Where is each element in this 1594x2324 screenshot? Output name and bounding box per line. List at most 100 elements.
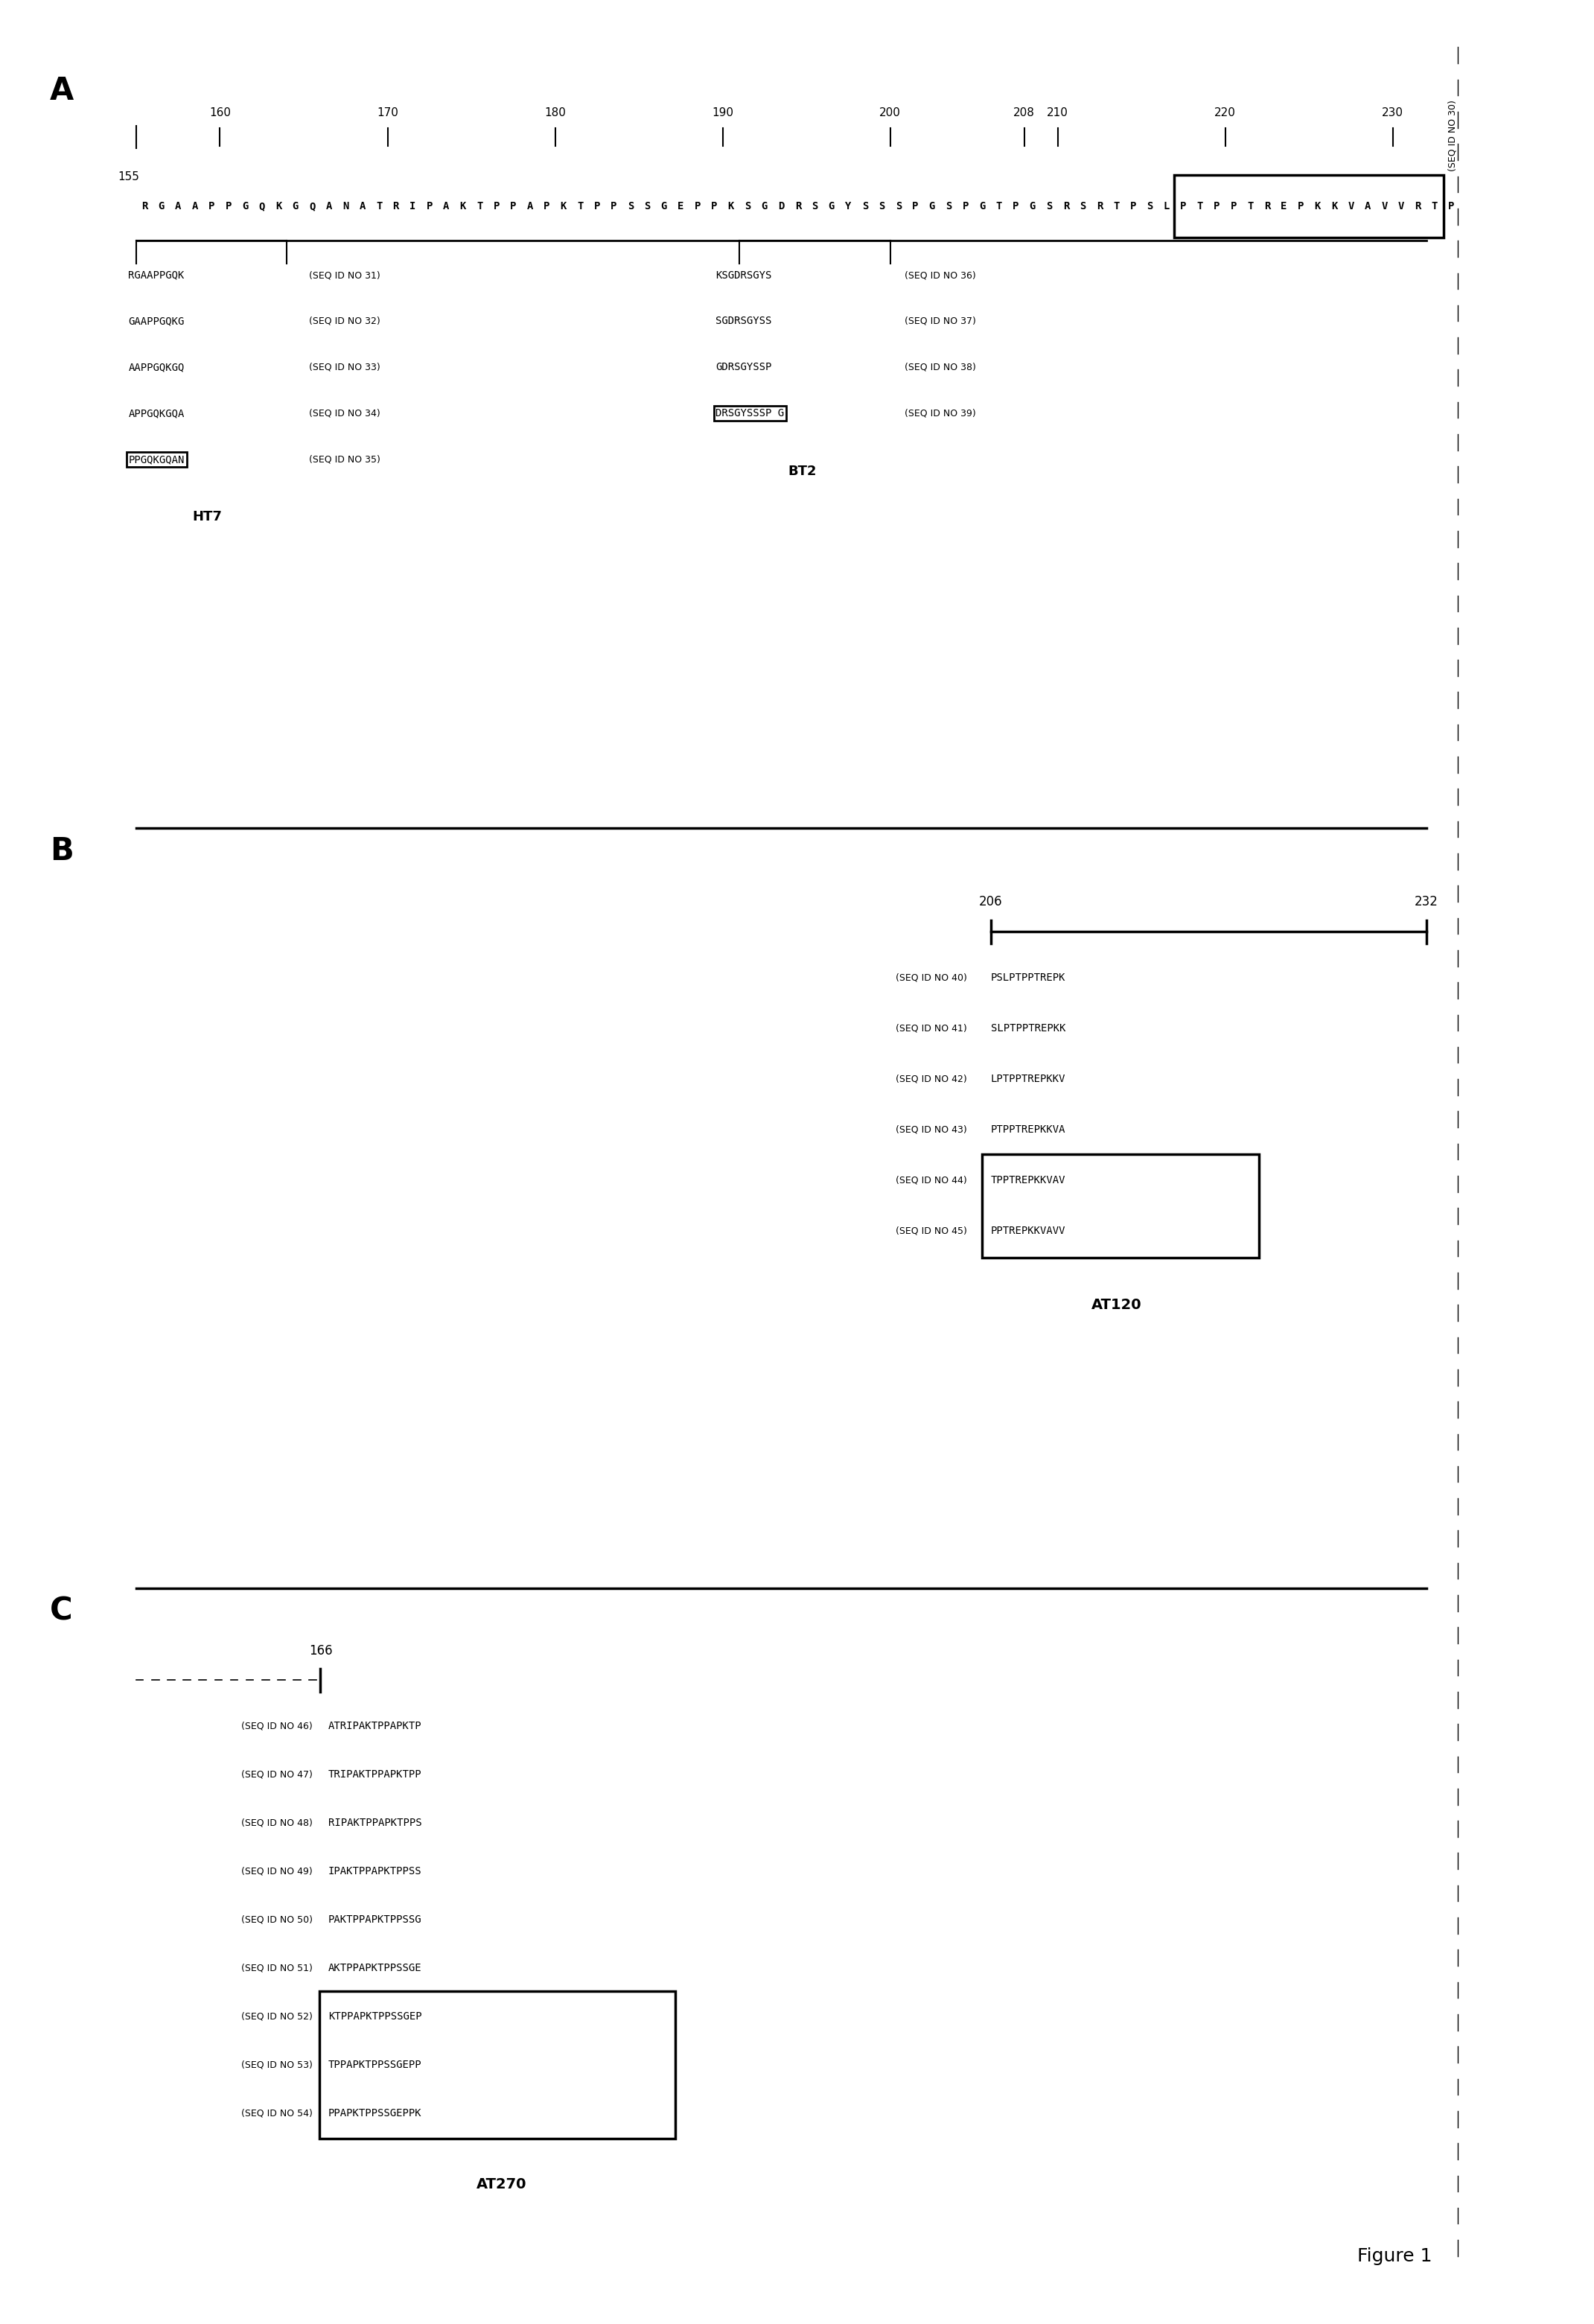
Text: PTPPTREPKKVA: PTPPTREPKKVA [991,1125,1065,1134]
Text: A: A [49,74,73,107]
Text: R: R [795,200,802,211]
Text: G: G [158,200,164,211]
Text: T: T [577,200,583,211]
Text: P: P [1298,200,1304,211]
Text: KSGDRSGYS: KSGDRSGYS [716,270,771,281]
Text: S: S [896,200,902,211]
Text: GAAPPGQKG: GAAPPGQKG [129,316,185,325]
Text: S: S [878,200,885,211]
Text: (SEQ ID NO 51): (SEQ ID NO 51) [241,1964,312,1973]
Text: A: A [443,200,450,211]
Text: PPAPKTPPSSGEPPK: PPAPKTPPSSGEPPK [328,2108,422,2119]
Text: 190: 190 [713,107,733,119]
Text: (SEQ ID NO 36): (SEQ ID NO 36) [904,270,976,281]
Text: K: K [1331,200,1337,211]
Text: R: R [142,200,148,211]
Text: 220: 220 [1215,107,1235,119]
Text: E: E [1282,200,1286,211]
Text: PPAPKTPPSSGEPPK: PPAPKTPPSSGEPPK [328,2108,422,2119]
Text: P: P [1180,200,1186,211]
Text: T: T [1113,200,1119,211]
Text: K: K [561,200,566,211]
Text: (SEQ ID NO 39): (SEQ ID NO 39) [904,409,976,418]
Text: (SEQ ID NO 49): (SEQ ID NO 49) [241,1866,312,1875]
Text: T: T [1431,200,1438,211]
Text: P: P [426,200,432,211]
Text: HT7: HT7 [193,511,222,523]
Text: P: P [611,200,617,211]
Text: A: A [325,200,332,211]
Text: R: R [1415,200,1422,211]
Text: PPGQKGQAN: PPGQKGQAN [129,453,185,465]
Text: P: P [1213,200,1219,211]
Text: P: P [912,200,918,211]
Text: KTPPAPKTPPSSGEP: KTPPAPKTPPSSGEP [328,2010,422,2022]
Text: (SEQ ID NO 34): (SEQ ID NO 34) [309,409,381,418]
Text: P: P [1231,200,1237,211]
Text: 166: 166 [309,1643,332,1657]
Text: (SEQ ID NO 42): (SEQ ID NO 42) [896,1074,968,1083]
Text: A: A [528,200,532,211]
Text: (SEQ ID NO 30): (SEQ ID NO 30) [1447,100,1457,172]
Text: (SEQ ID NO 31): (SEQ ID NO 31) [309,270,381,281]
Text: 155: 155 [118,172,139,184]
Text: A: A [1364,200,1371,211]
Text: 160: 160 [209,107,231,119]
Text: T: T [1247,200,1253,211]
Text: S: S [744,200,751,211]
Text: R: R [1415,200,1422,211]
Text: V: V [1398,200,1404,211]
Text: G: G [829,200,835,211]
Text: R: R [1264,200,1270,211]
Text: K: K [1315,200,1320,211]
Text: (SEQ ID NO 52): (SEQ ID NO 52) [241,2013,312,2022]
Text: S: S [945,200,952,211]
Text: S: S [1046,200,1052,211]
Text: TPPAPKTPPSSGEPP: TPPAPKTPPSSGEPP [328,2059,422,2071]
Text: V: V [1398,200,1404,211]
Text: T: T [1247,200,1253,211]
Text: P: P [510,200,516,211]
Text: P: P [1449,200,1455,211]
Text: 208: 208 [1014,107,1035,119]
Text: R: R [1264,200,1270,211]
Text: V: V [1382,200,1387,211]
Text: Q: Q [258,200,265,211]
Text: G: G [762,200,768,211]
Text: PPTREPKKVAVV: PPTREPKKVAVV [991,1225,1065,1236]
Text: 200: 200 [880,107,901,119]
Text: R: R [392,200,398,211]
Text: S: S [811,200,818,211]
Text: V: V [1349,200,1353,211]
Text: R: R [1097,200,1103,211]
Text: P: P [544,200,550,211]
Text: A: A [191,200,198,211]
Text: T: T [1431,200,1438,211]
Text: TPPAPKTPPSSGEPP: TPPAPKTPPSSGEPP [328,2059,422,2071]
Text: B: B [49,834,73,867]
Text: S: S [1079,200,1086,211]
Text: (SEQ ID NO 47): (SEQ ID NO 47) [241,1771,312,1780]
Text: (SEQ ID NO 32): (SEQ ID NO 32) [309,316,381,325]
Text: D: D [778,200,784,211]
FancyBboxPatch shape [982,1155,1259,1257]
Text: (SEQ ID NO 45): (SEQ ID NO 45) [896,1227,968,1236]
Text: P: P [209,200,215,211]
Text: K: K [1315,200,1320,211]
Text: RGAAPPGQK: RGAAPPGQK [129,270,185,281]
Text: AT120: AT120 [1092,1297,1141,1311]
Text: P: P [963,200,969,211]
Text: R: R [1063,200,1070,211]
Text: IPAKTPPAPKTPPSS: IPAKTPPAPKTPPSS [328,1866,422,1878]
Text: 230: 230 [1382,107,1404,119]
Text: T: T [1197,200,1203,211]
Text: (SEQ ID NO 33): (SEQ ID NO 33) [309,363,381,372]
Text: K: K [1331,200,1337,211]
Text: 170: 170 [376,107,398,119]
Text: E: E [677,200,684,211]
Text: 210: 210 [1047,107,1068,119]
Text: V: V [1349,200,1353,211]
Text: 232: 232 [1414,895,1438,909]
Text: P: P [595,200,599,211]
FancyBboxPatch shape [320,1992,676,2138]
